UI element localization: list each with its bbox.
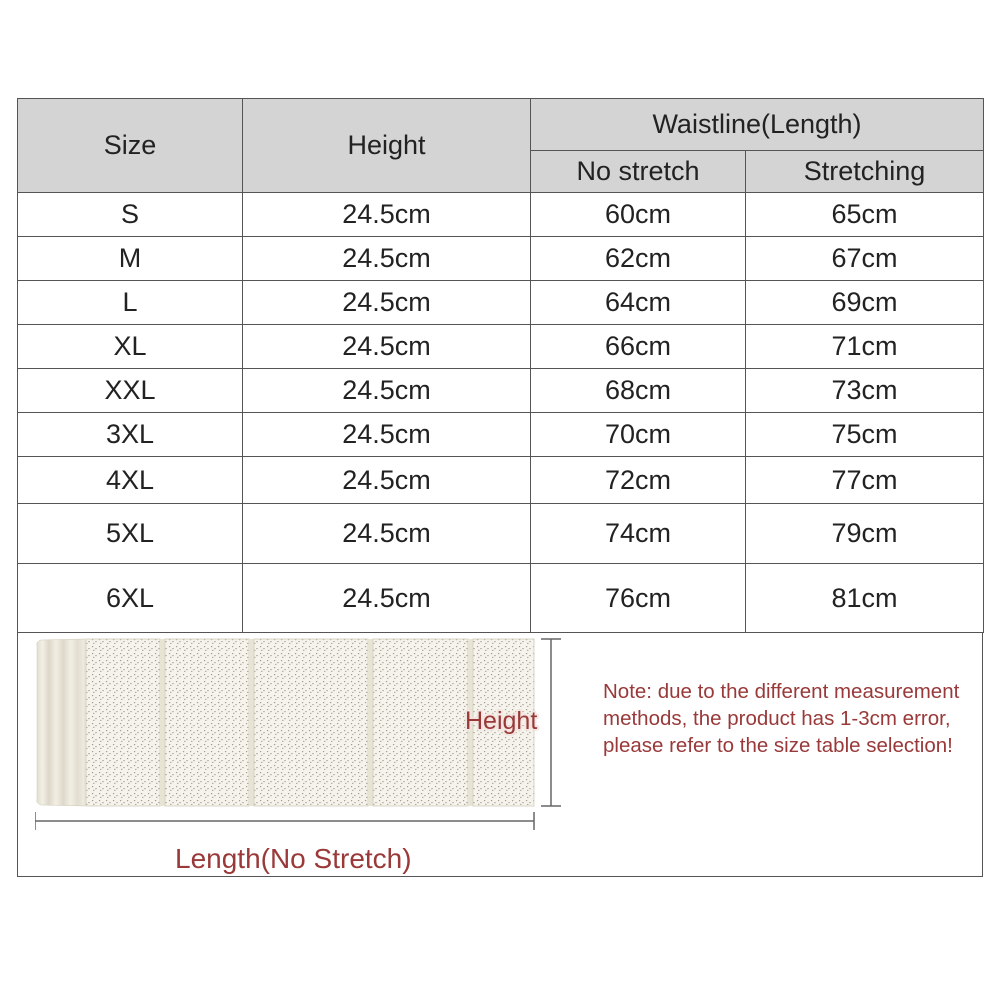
svg-text:please refer to the size table: please refer to the size table selection… — [603, 734, 953, 757]
svg-text:methods, the product has 1-3cm: methods, the product has 1-3cm error, — [603, 707, 951, 730]
svg-text:Height: Height — [465, 707, 537, 735]
svg-text:Note: due to the different mea: Note: due to the different measurement — [603, 680, 960, 703]
svg-text:Length(No Stretch): Length(No Stretch) — [175, 843, 412, 874]
